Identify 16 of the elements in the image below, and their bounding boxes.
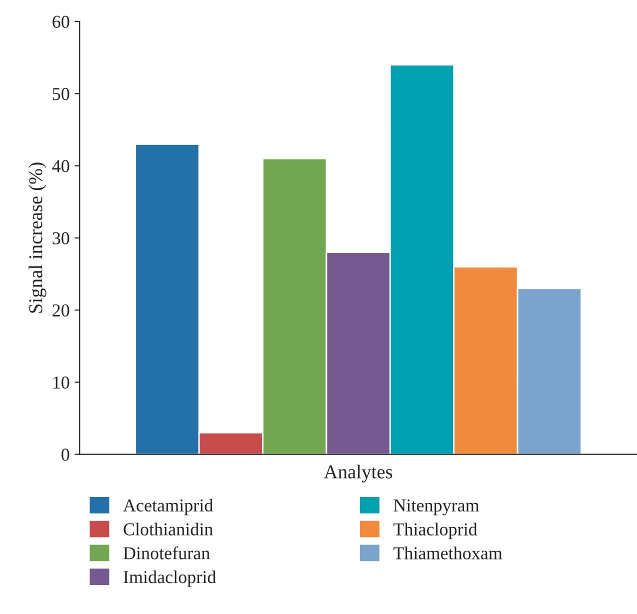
y-tick-label: 40 <box>52 160 70 172</box>
y-tick-label: 20 <box>52 304 70 317</box>
legend-label: Imidacloprid <box>124 570 216 587</box>
y-axis-title: Signal increase (%) <box>28 162 46 313</box>
y-tick-label: 0 <box>62 448 70 461</box>
legend-label: Acetamiprid <box>123 498 213 516</box>
y-tick-label: 60 <box>52 16 70 28</box>
legend-label: Thiacloprid <box>393 522 478 540</box>
y-tick-label: 10 <box>53 376 70 389</box>
legend-label: Nitenpyram <box>394 499 480 516</box>
legend-label: Dinotefuran <box>123 546 210 560</box>
x-axis-title: Analytes <box>324 464 392 482</box>
y-tick-label: 30 <box>52 232 70 244</box>
y-tick-label: 50 <box>52 88 70 100</box>
legend-label: Thiamethoxam <box>393 546 502 560</box>
legend-label: Clothianidin <box>124 522 213 536</box>
